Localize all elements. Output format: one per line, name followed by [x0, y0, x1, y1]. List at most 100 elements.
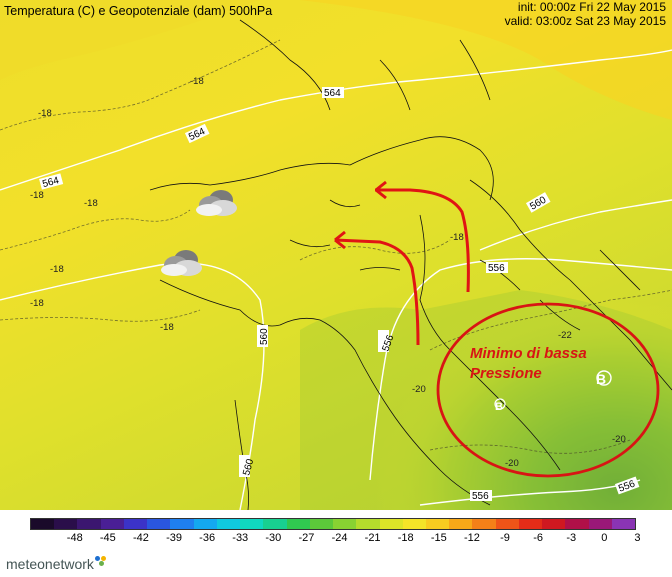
- warm-band: [300, 0, 672, 120]
- temp-label: -18: [160, 322, 174, 333]
- weather-map: 564 564 564 560 560 560 556 556 556 556 …: [0, 0, 672, 510]
- geo-label: 560: [259, 328, 270, 345]
- color-scale-segment: [495, 519, 519, 529]
- color-scale-segment: [263, 519, 287, 529]
- isotherm-d: [429, 289, 672, 351]
- color-scale-tick: 3: [634, 532, 641, 544]
- color-scale-segment: [286, 519, 310, 529]
- arrow-north: [375, 188, 470, 293]
- color-scale-segment: [54, 519, 78, 529]
- meteonetwork-logo: meteonetwork: [6, 556, 112, 572]
- color-scale-segment: [356, 519, 380, 529]
- color-scale-segment: [402, 519, 426, 529]
- color-scale-labels: -48 -45 -42 -39 -36 -33 -30 -27 -24 -21 -18 -15 -12-…: [30, 532, 641, 546]
- annotation-group: Minimo di bassa Pressione: [470, 345, 587, 382]
- temp-label: -20: [505, 458, 519, 469]
- color-scale-segment: [333, 519, 357, 529]
- color-scale-tick: -36: [199, 532, 216, 544]
- internal-borders: [289, 199, 401, 271]
- geo-label: 556: [488, 263, 505, 274]
- color-scale-segment: [216, 519, 241, 529]
- alps-border: [149, 136, 494, 201]
- low-center: [494, 370, 612, 410]
- color-scale-tick: -3: [566, 532, 577, 544]
- geo-label: 556: [472, 491, 489, 502]
- logo-text: meteonetwork: [6, 556, 94, 572]
- color-scale-segment: [425, 519, 450, 529]
- borders-coastlines: [149, 19, 672, 510]
- color-scale-segment: [240, 519, 264, 529]
- color-scale-tick: -15: [430, 532, 447, 544]
- isotherm-c: [0, 309, 201, 322]
- geo-label: 564: [41, 175, 60, 190]
- cold-sector: [300, 290, 672, 510]
- run-info: init: 00:00z Fri 22 May 2015 valid: 03:0…: [505, 0, 666, 28]
- isoline-560-west: [0, 262, 265, 510]
- color-scale-tick: -39: [166, 532, 182, 544]
- temperature-label-group: -18 -18 -18 -18 -18 -18 -18 -18 -20 -20 …: [30, 76, 626, 469]
- color-scale-tick: 0: [601, 532, 608, 544]
- color-scale-segment: [611, 519, 636, 529]
- italy-west-coast: [159, 279, 491, 506]
- color-scale-segment: [193, 519, 217, 529]
- color-scale-segment: [588, 519, 612, 529]
- temp-label: -20: [612, 434, 626, 445]
- arrow-south: [334, 238, 420, 346]
- color-scale-tick: -30: [265, 532, 282, 544]
- color-scale-tick: -24: [331, 532, 348, 544]
- logo-dot: [100, 556, 106, 561]
- logo-dot: [94, 556, 100, 561]
- isoline-556: [369, 258, 672, 481]
- temp-label: -18: [450, 232, 464, 243]
- color-scale-segment: [518, 519, 543, 529]
- secondary-low-label: B: [495, 401, 503, 413]
- color-scale-tick: -48: [66, 532, 83, 544]
- color-scale-segment: [31, 519, 55, 529]
- color-scale-tick: -6: [533, 532, 543, 544]
- color-scale-segment: [449, 519, 473, 529]
- color-scale-segment: [100, 519, 124, 529]
- low-pressure-circle: [436, 302, 660, 478]
- flow-arrows: [334, 180, 470, 346]
- color-scale-tick: -21: [364, 532, 381, 544]
- isotherm-b: [0, 209, 191, 251]
- valid-time: valid: 03:00z Sat 23 May 2015: [504, 14, 666, 28]
- color-scale-segment: [170, 519, 194, 529]
- color-scale-segment: [542, 519, 566, 529]
- color-scale-tick: -42: [132, 532, 149, 544]
- color-scale-tick: -9: [500, 532, 510, 544]
- color-scale-segment: [147, 519, 171, 529]
- color-scale-tick: -27: [298, 532, 315, 544]
- color-scale-segment: [379, 519, 403, 529]
- temp-label: -18: [38, 108, 52, 119]
- color-scale-segment: [565, 519, 589, 529]
- color-scale-segment: [123, 519, 148, 529]
- geo-label: 564: [324, 88, 341, 99]
- map-canvas: 564 564 564 560 560 560 556 556 556 556 …: [0, 0, 672, 510]
- temp-label: -18: [84, 198, 98, 209]
- color-scale-segment: [309, 519, 334, 529]
- temp-label: -18: [50, 264, 64, 275]
- temperature-isolines: [0, 39, 672, 454]
- temp-label: -18: [190, 76, 204, 87]
- cold-low-field: [300, 230, 672, 510]
- color-scale-tick: -18: [397, 532, 414, 544]
- annotation-line-2: Pressione: [470, 365, 542, 382]
- isotherm-e: [429, 439, 631, 454]
- color-scale-tick: -45: [99, 532, 116, 544]
- geo-label: 560: [241, 457, 256, 476]
- color-scale-segment: [77, 519, 101, 529]
- isotherm-f: [299, 239, 451, 261]
- color-scale-segment: [472, 519, 496, 529]
- cloud-icon: [158, 248, 204, 278]
- logo-dot: [98, 561, 104, 566]
- cloud-icon: [193, 188, 239, 218]
- temp-label: -20: [412, 384, 426, 395]
- arrow-south-head: [334, 230, 346, 250]
- low-center-label: B: [596, 371, 606, 387]
- arrow-north-head: [375, 180, 387, 200]
- color-scale-tick: -33: [232, 532, 249, 544]
- warm-band-west: [0, 0, 260, 80]
- temp-label: -18: [30, 298, 44, 309]
- temp-label: -18: [30, 190, 44, 201]
